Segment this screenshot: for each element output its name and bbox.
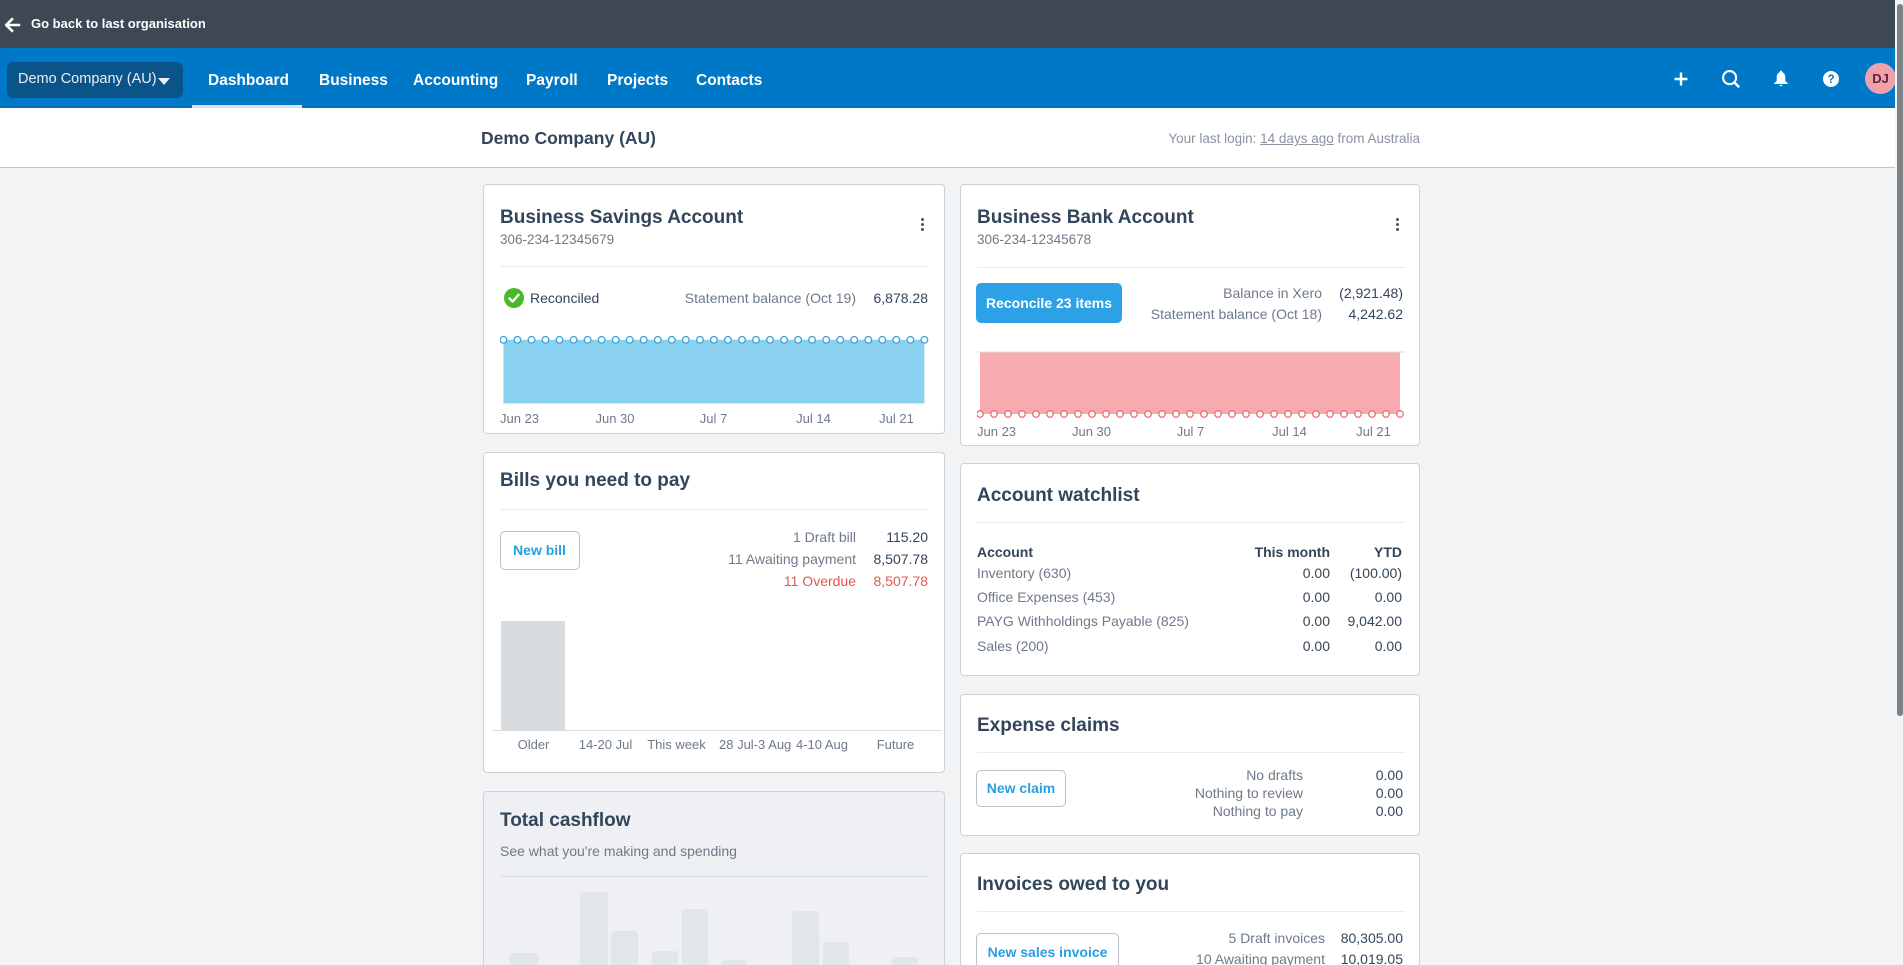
svg-text:?: ?	[1827, 74, 1834, 86]
